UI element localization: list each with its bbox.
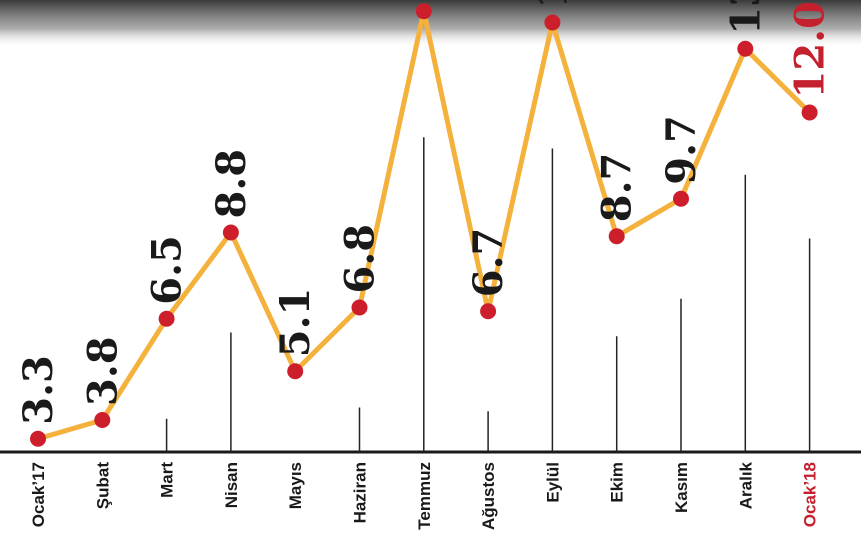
data-point	[415, 3, 432, 20]
data-point	[801, 104, 818, 121]
data-point	[673, 190, 689, 207]
data-point	[222, 224, 239, 241]
x-tick-label: Eylül	[543, 462, 562, 503]
data-point	[544, 14, 561, 31]
x-tick-label: Ağustos	[479, 462, 498, 530]
data-label: 8.8	[208, 149, 255, 219]
data-label: 6.7	[465, 228, 512, 298]
data-point	[94, 412, 111, 428]
x-tick-label: Nisan	[222, 462, 241, 508]
data-label: 13.7	[722, 0, 769, 35]
data-label: 12.0	[787, 1, 834, 98]
data-label: 5.1	[272, 288, 319, 358]
x-tick-label: Mart	[158, 462, 177, 498]
data-label: 6.5	[144, 235, 191, 305]
data-label: 9.7	[658, 115, 705, 185]
data-label: 14.4	[529, 0, 576, 9]
data-point	[30, 430, 46, 447]
data-label: 6.8	[337, 224, 384, 294]
x-tick-label: Ocak’18	[801, 462, 820, 527]
x-tick-label: Haziran	[351, 462, 370, 523]
x-tick-label: Aralık	[736, 461, 755, 509]
x-tick-label: Mayıs	[286, 462, 305, 509]
x-tick-label: Temmuz	[415, 462, 434, 530]
data-label: 8.7	[594, 153, 641, 223]
data-label: 3.8	[79, 336, 126, 406]
x-tick-label: Ekim	[608, 462, 627, 503]
data-point	[351, 299, 368, 316]
x-tick-label: Ocak’17	[29, 462, 48, 527]
data-label: 3.3	[15, 355, 62, 425]
data-point	[608, 228, 625, 245]
data-point	[737, 40, 754, 57]
data-point	[287, 363, 304, 380]
x-tick-label: Kasım	[672, 462, 691, 513]
x-tick-label: Şubat	[93, 462, 112, 510]
data-point	[480, 303, 497, 320]
data-point	[158, 310, 175, 327]
